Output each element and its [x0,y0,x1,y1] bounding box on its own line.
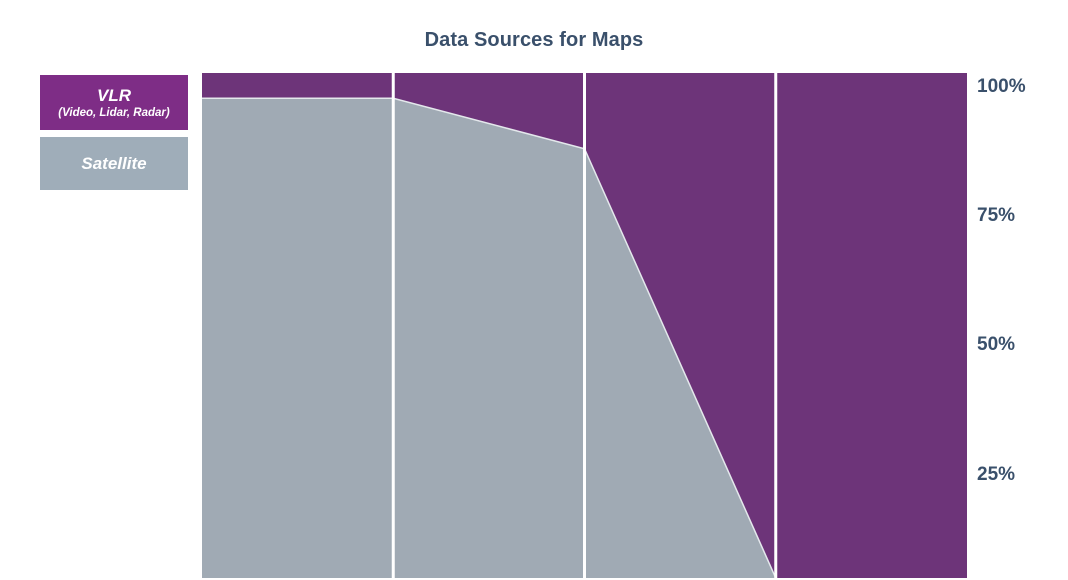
series-boundary-line [202,97,777,578]
legend-satellite-label: Satellite [81,153,147,173]
y-axis-tick-label: 75% [977,205,1016,226]
legend-vlr-label: VLR [97,85,131,105]
vertical-divider [583,73,586,578]
legend: VLR (Video, Lidar, Radar) Satellite [40,75,188,190]
y-axis-tick-label: 100% [977,76,1026,97]
vertical-divider [774,73,778,578]
y-axis-tick-label: 50% [977,334,1016,355]
legend-item-satellite: Satellite [40,137,188,190]
y-axis: 100% 75% 50% 25% [977,0,1057,580]
y-axis-tick-label: 25% [977,464,1016,485]
legend-vlr-sublabel: (Video, Lidar, Radar) [58,106,170,119]
vertical-divider [391,73,395,578]
legend-item-vlr: VLR (Video, Lidar, Radar) [40,75,188,130]
page-title: Data Sources for Maps [424,29,644,51]
plot-area [202,73,967,578]
stacked-area-chart [202,73,967,578]
